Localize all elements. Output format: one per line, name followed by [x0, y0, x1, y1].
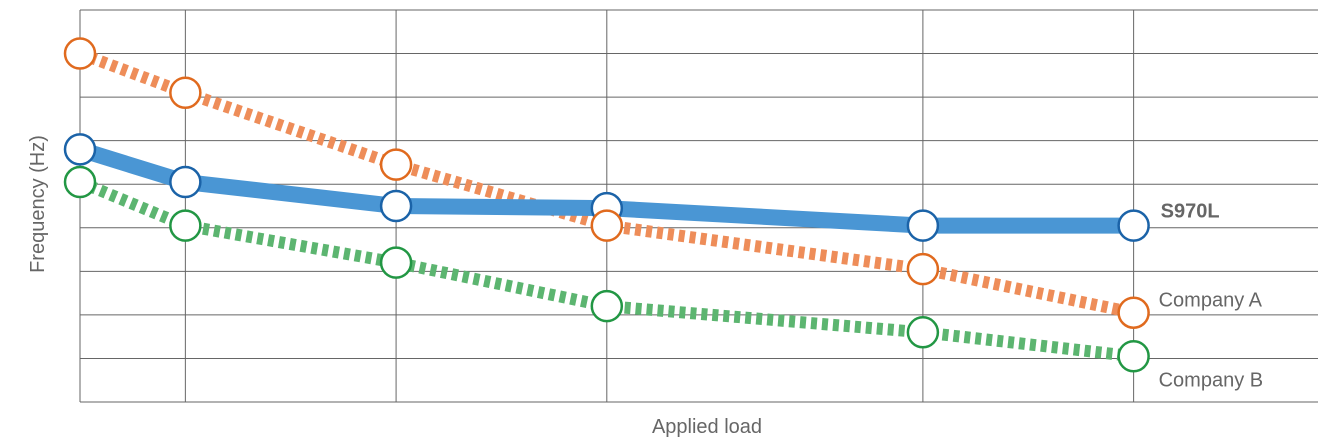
data-point-company-a — [1117, 296, 1150, 329]
series-labels: S970L Company A Company B — [1159, 201, 1264, 392]
data-point-company-b — [63, 165, 97, 199]
data-point-company-b — [1117, 340, 1150, 373]
data-point-s970l — [63, 133, 97, 166]
data-point-company-b — [169, 209, 202, 242]
series-line-company-a — [77, 47, 1135, 319]
series-markers — [63, 37, 1150, 373]
series-lines — [77, 47, 1135, 363]
data-point-company-b — [590, 289, 624, 323]
data-point-company-a — [379, 148, 413, 181]
data-point-company-b — [906, 316, 940, 349]
y-axis-label: Frequency (Hz) — [27, 135, 49, 273]
data-point-company-a — [906, 252, 940, 286]
series-line-company-b — [77, 176, 1135, 363]
data-point-s970l — [906, 209, 940, 242]
data-point-company-b — [379, 246, 413, 279]
data-point-s970l — [379, 189, 413, 223]
data-point-s970l — [1117, 209, 1150, 242]
x-axis-label: Applied load — [652, 416, 762, 438]
series-label-company-a: Company A — [1159, 290, 1263, 312]
data-point-s970l — [169, 165, 202, 199]
data-point-company-a — [63, 37, 97, 70]
series-label-company-b: Company B — [1159, 369, 1264, 391]
data-point-company-a — [590, 209, 624, 242]
series-label-s970l: S970L — [1161, 201, 1220, 223]
data-point-company-a — [169, 76, 202, 110]
series-line-s970l — [77, 141, 1134, 234]
